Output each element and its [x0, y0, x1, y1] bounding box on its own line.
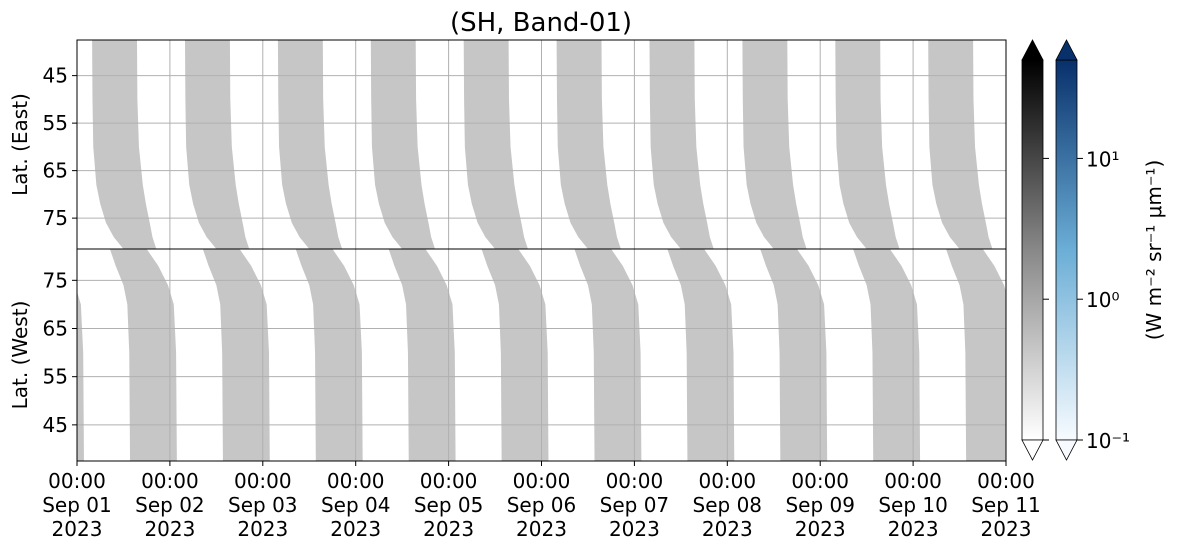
swath — [109, 249, 177, 461]
swath — [574, 249, 642, 461]
colorbar-extend-max — [1021, 39, 1044, 61]
y-axis-label: Lat. (East) — [8, 93, 32, 196]
y-tick-label: 45 — [43, 413, 68, 437]
x-tick-label: 00:00 Sep 11 2023 — [971, 469, 1041, 541]
swath — [742, 40, 807, 249]
swath — [370, 40, 436, 249]
colorbar — [1021, 59, 1044, 441]
y-tick-label: 45 — [43, 64, 68, 88]
panel — [77, 249, 1006, 461]
swath — [946, 249, 1006, 461]
x-tick-label: 00:00 Sep 02 2023 — [135, 469, 205, 541]
swath — [388, 249, 456, 461]
colorbar — [1055, 59, 1078, 441]
x-tick-label: 00:00 Sep 08 2023 — [693, 469, 763, 541]
swath — [202, 249, 270, 461]
colorbar-tick-label: 10⁰ — [1086, 288, 1119, 312]
panel — [92, 40, 993, 249]
y-tick-label: 75 — [43, 268, 68, 292]
x-tick-label: 00:00 Sep 06 2023 — [507, 469, 577, 541]
x-tick-label: 00:00 Sep 09 2023 — [785, 469, 855, 541]
swath — [92, 40, 157, 249]
y-tick-label: 55 — [43, 111, 68, 135]
colorbar-extend-min — [1021, 439, 1044, 461]
x-tick-label: 00:00 Sep 10 2023 — [878, 469, 948, 541]
chart-title: (SH, Band-01) — [450, 8, 632, 38]
colorbar-extend-min — [1055, 439, 1078, 461]
x-tick-label: 00:00 Sep 01 2023 — [42, 469, 112, 541]
swath — [184, 40, 250, 249]
swath — [853, 249, 921, 461]
swath — [556, 40, 621, 249]
colorbar-label: (W m⁻² sr⁻¹ μm⁻¹) — [1142, 160, 1166, 341]
swath — [463, 40, 528, 249]
y-tick-label: 65 — [43, 159, 68, 183]
y-tick-label: 75 — [43, 206, 68, 230]
x-tick-label: 00:00 Sep 05 2023 — [414, 469, 484, 541]
x-tick-label: 00:00 Sep 07 2023 — [600, 469, 670, 541]
swath — [760, 249, 828, 461]
y-tick-label: 65 — [43, 317, 68, 341]
swath — [928, 40, 993, 249]
y-axis-label: Lat. (West) — [8, 301, 32, 410]
swath — [277, 40, 343, 249]
swath — [649, 40, 714, 249]
swath — [835, 40, 900, 249]
colorbar-tick-label: 10¹ — [1086, 147, 1119, 171]
swath — [481, 249, 549, 461]
colorbar-tick-label: 10⁻¹ — [1086, 429, 1130, 453]
y-tick-label: 55 — [43, 365, 68, 389]
x-tick-label: 00:00 Sep 03 2023 — [228, 469, 298, 541]
colorbar-extend-max — [1055, 39, 1078, 61]
swath — [667, 249, 735, 461]
swath — [295, 249, 363, 461]
x-tick-label: 00:00 Sep 04 2023 — [321, 469, 391, 541]
